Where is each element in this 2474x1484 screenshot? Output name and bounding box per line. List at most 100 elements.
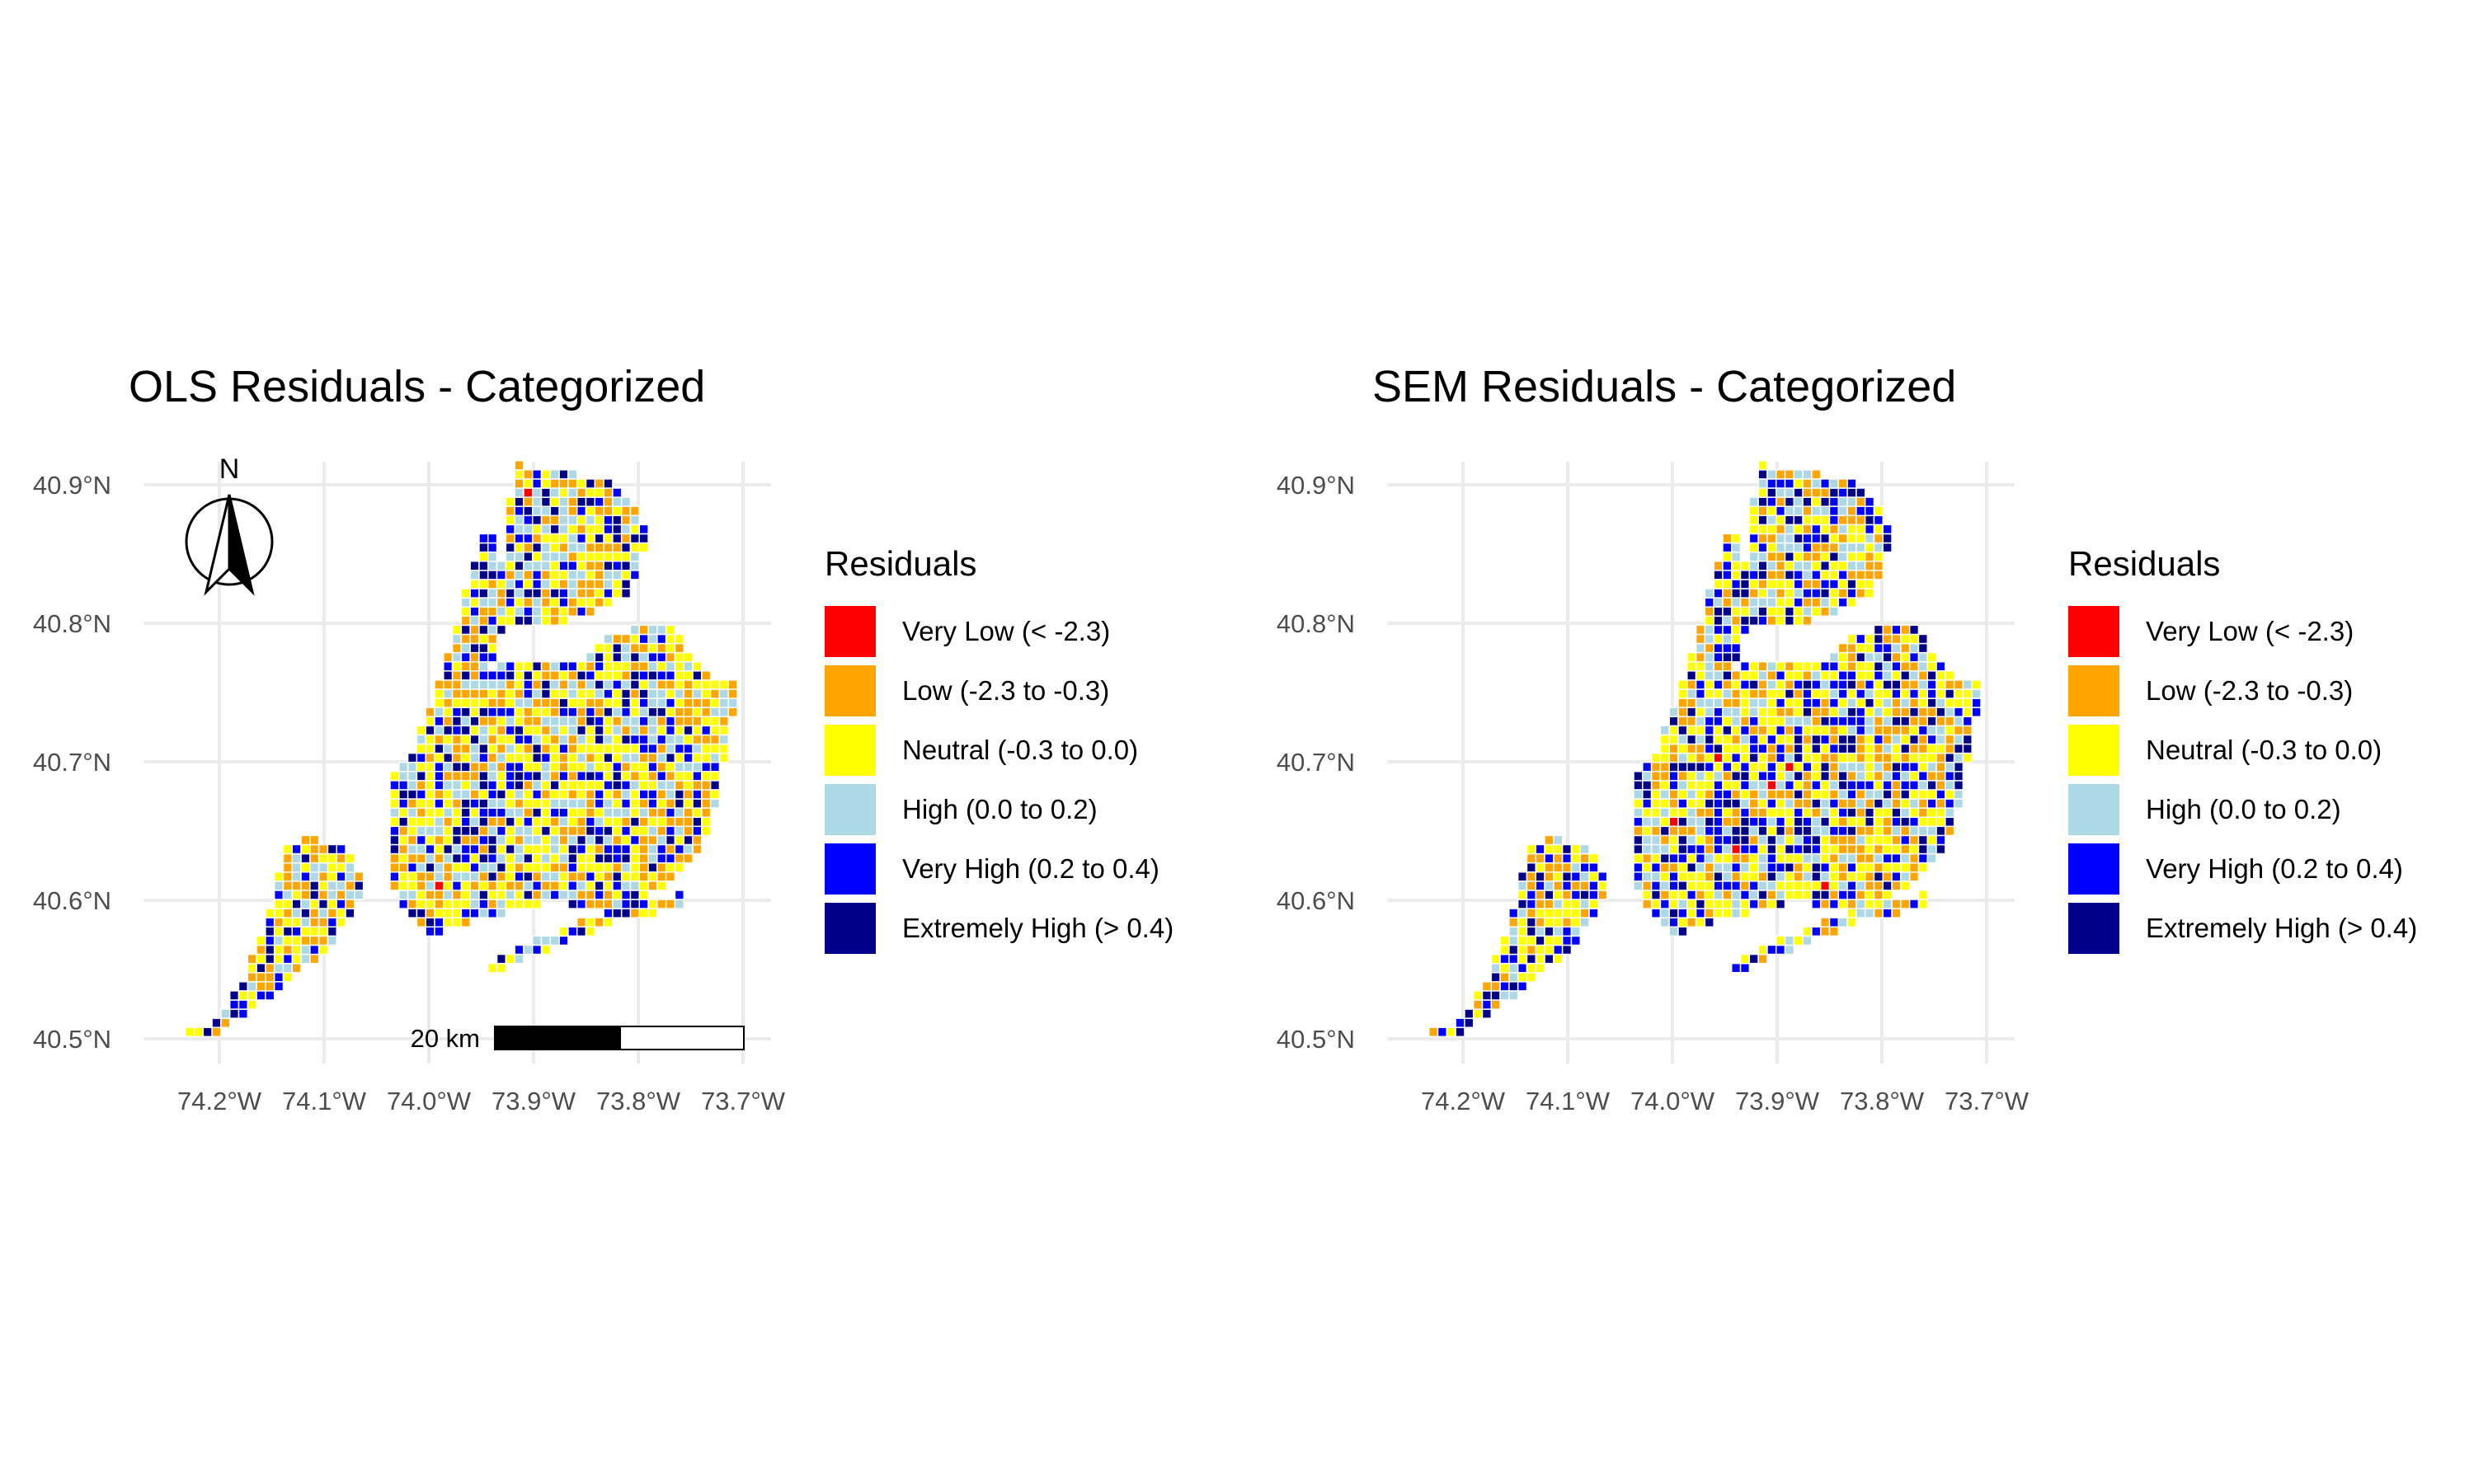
tract: [1722, 551, 1733, 562]
tract: [460, 707, 471, 717]
map-title: SEM Residuals - Categorized: [1372, 362, 1957, 411]
tract: [549, 780, 560, 791]
tract: [576, 606, 587, 618]
tract: [1856, 542, 1866, 553]
tract: [487, 843, 498, 855]
tract: [603, 798, 614, 809]
tract: [1446, 1026, 1456, 1038]
tract: [612, 761, 623, 773]
tract: [1650, 890, 1662, 900]
tract: [309, 881, 320, 891]
tract: [718, 716, 729, 727]
tract: [1837, 752, 1848, 763]
tract: [1713, 899, 1724, 909]
tract: [549, 606, 560, 618]
tract: [585, 881, 596, 891]
tract: [1713, 752, 1724, 763]
tract: [612, 908, 623, 918]
tract: [620, 533, 632, 544]
tract: [505, 771, 515, 782]
tract: [1828, 807, 1840, 818]
tract: [1882, 890, 1893, 900]
tract: [594, 651, 604, 663]
tract: [638, 633, 649, 645]
tract: [1748, 615, 1759, 627]
tract: [273, 962, 285, 974]
tract: [478, 725, 489, 736]
tract: [1971, 679, 1982, 690]
legend: Residuals Very Low (< -2.3) Low (-2.3 to…: [2068, 544, 2417, 958]
tract: [647, 734, 658, 745]
tract: [603, 570, 614, 580]
tract: [576, 917, 587, 928]
tract: [407, 780, 418, 791]
tract: [309, 852, 320, 864]
tract: [1535, 962, 1545, 974]
tract: [1837, 917, 1848, 928]
tract: [1793, 615, 1804, 627]
tract: [647, 697, 658, 708]
tract: [1722, 771, 1733, 782]
tract: [469, 670, 480, 681]
tract: [1828, 734, 1840, 745]
tract: [1757, 688, 1768, 699]
tract: [1704, 697, 1714, 708]
tract: [638, 651, 649, 663]
tract: [1704, 899, 1714, 909]
tract: [1802, 560, 1813, 571]
tract: [1695, 761, 1706, 773]
tract: [1757, 725, 1768, 736]
tract: [549, 862, 560, 873]
tract: [1953, 734, 1964, 745]
tract: [1819, 881, 1831, 891]
tract: [656, 834, 667, 846]
tract: [1784, 551, 1795, 562]
tract: [265, 962, 275, 974]
tract: [1945, 789, 1955, 800]
tract: [1908, 798, 1920, 809]
tract: [1926, 725, 1937, 736]
tract: [594, 807, 604, 818]
tract: [1695, 834, 1706, 846]
tract: [1642, 852, 1653, 864]
tract: [1739, 834, 1751, 846]
tract: [1677, 743, 1688, 754]
tract: [1659, 816, 1670, 828]
tract: [1739, 606, 1751, 618]
tract: [1704, 743, 1714, 754]
tract: [1864, 697, 1875, 708]
tract: [451, 716, 463, 727]
tract: [443, 825, 454, 837]
tract: [1748, 496, 1759, 507]
tract: [1508, 908, 1519, 918]
tract: [1837, 542, 1848, 553]
tract: [1775, 881, 1786, 891]
tract: [469, 871, 480, 882]
tract: [603, 688, 614, 699]
lon-tick-label: 73.8°W: [596, 1087, 681, 1115]
tract: [665, 807, 676, 818]
tract: [398, 816, 409, 828]
tract: [336, 881, 346, 891]
tract: [434, 734, 444, 745]
tract: [620, 707, 632, 717]
tract: [443, 899, 454, 909]
tract: [674, 862, 684, 873]
tract: [1517, 971, 1528, 983]
tract: [1757, 560, 1768, 571]
tract: [300, 852, 311, 864]
tract: [1739, 798, 1751, 809]
tract: [1784, 843, 1795, 855]
legend-label: High (0.0 to 0.2): [902, 794, 1098, 824]
tract: [1695, 852, 1706, 864]
tract: [1748, 953, 1759, 965]
tract: [1846, 716, 1857, 727]
tract: [594, 579, 604, 589]
tract: [193, 1026, 205, 1038]
tract: [505, 890, 515, 900]
tract: [434, 917, 444, 928]
tract: [692, 825, 703, 837]
tract: [558, 834, 569, 846]
tract: [549, 743, 560, 754]
tract: [701, 816, 712, 828]
